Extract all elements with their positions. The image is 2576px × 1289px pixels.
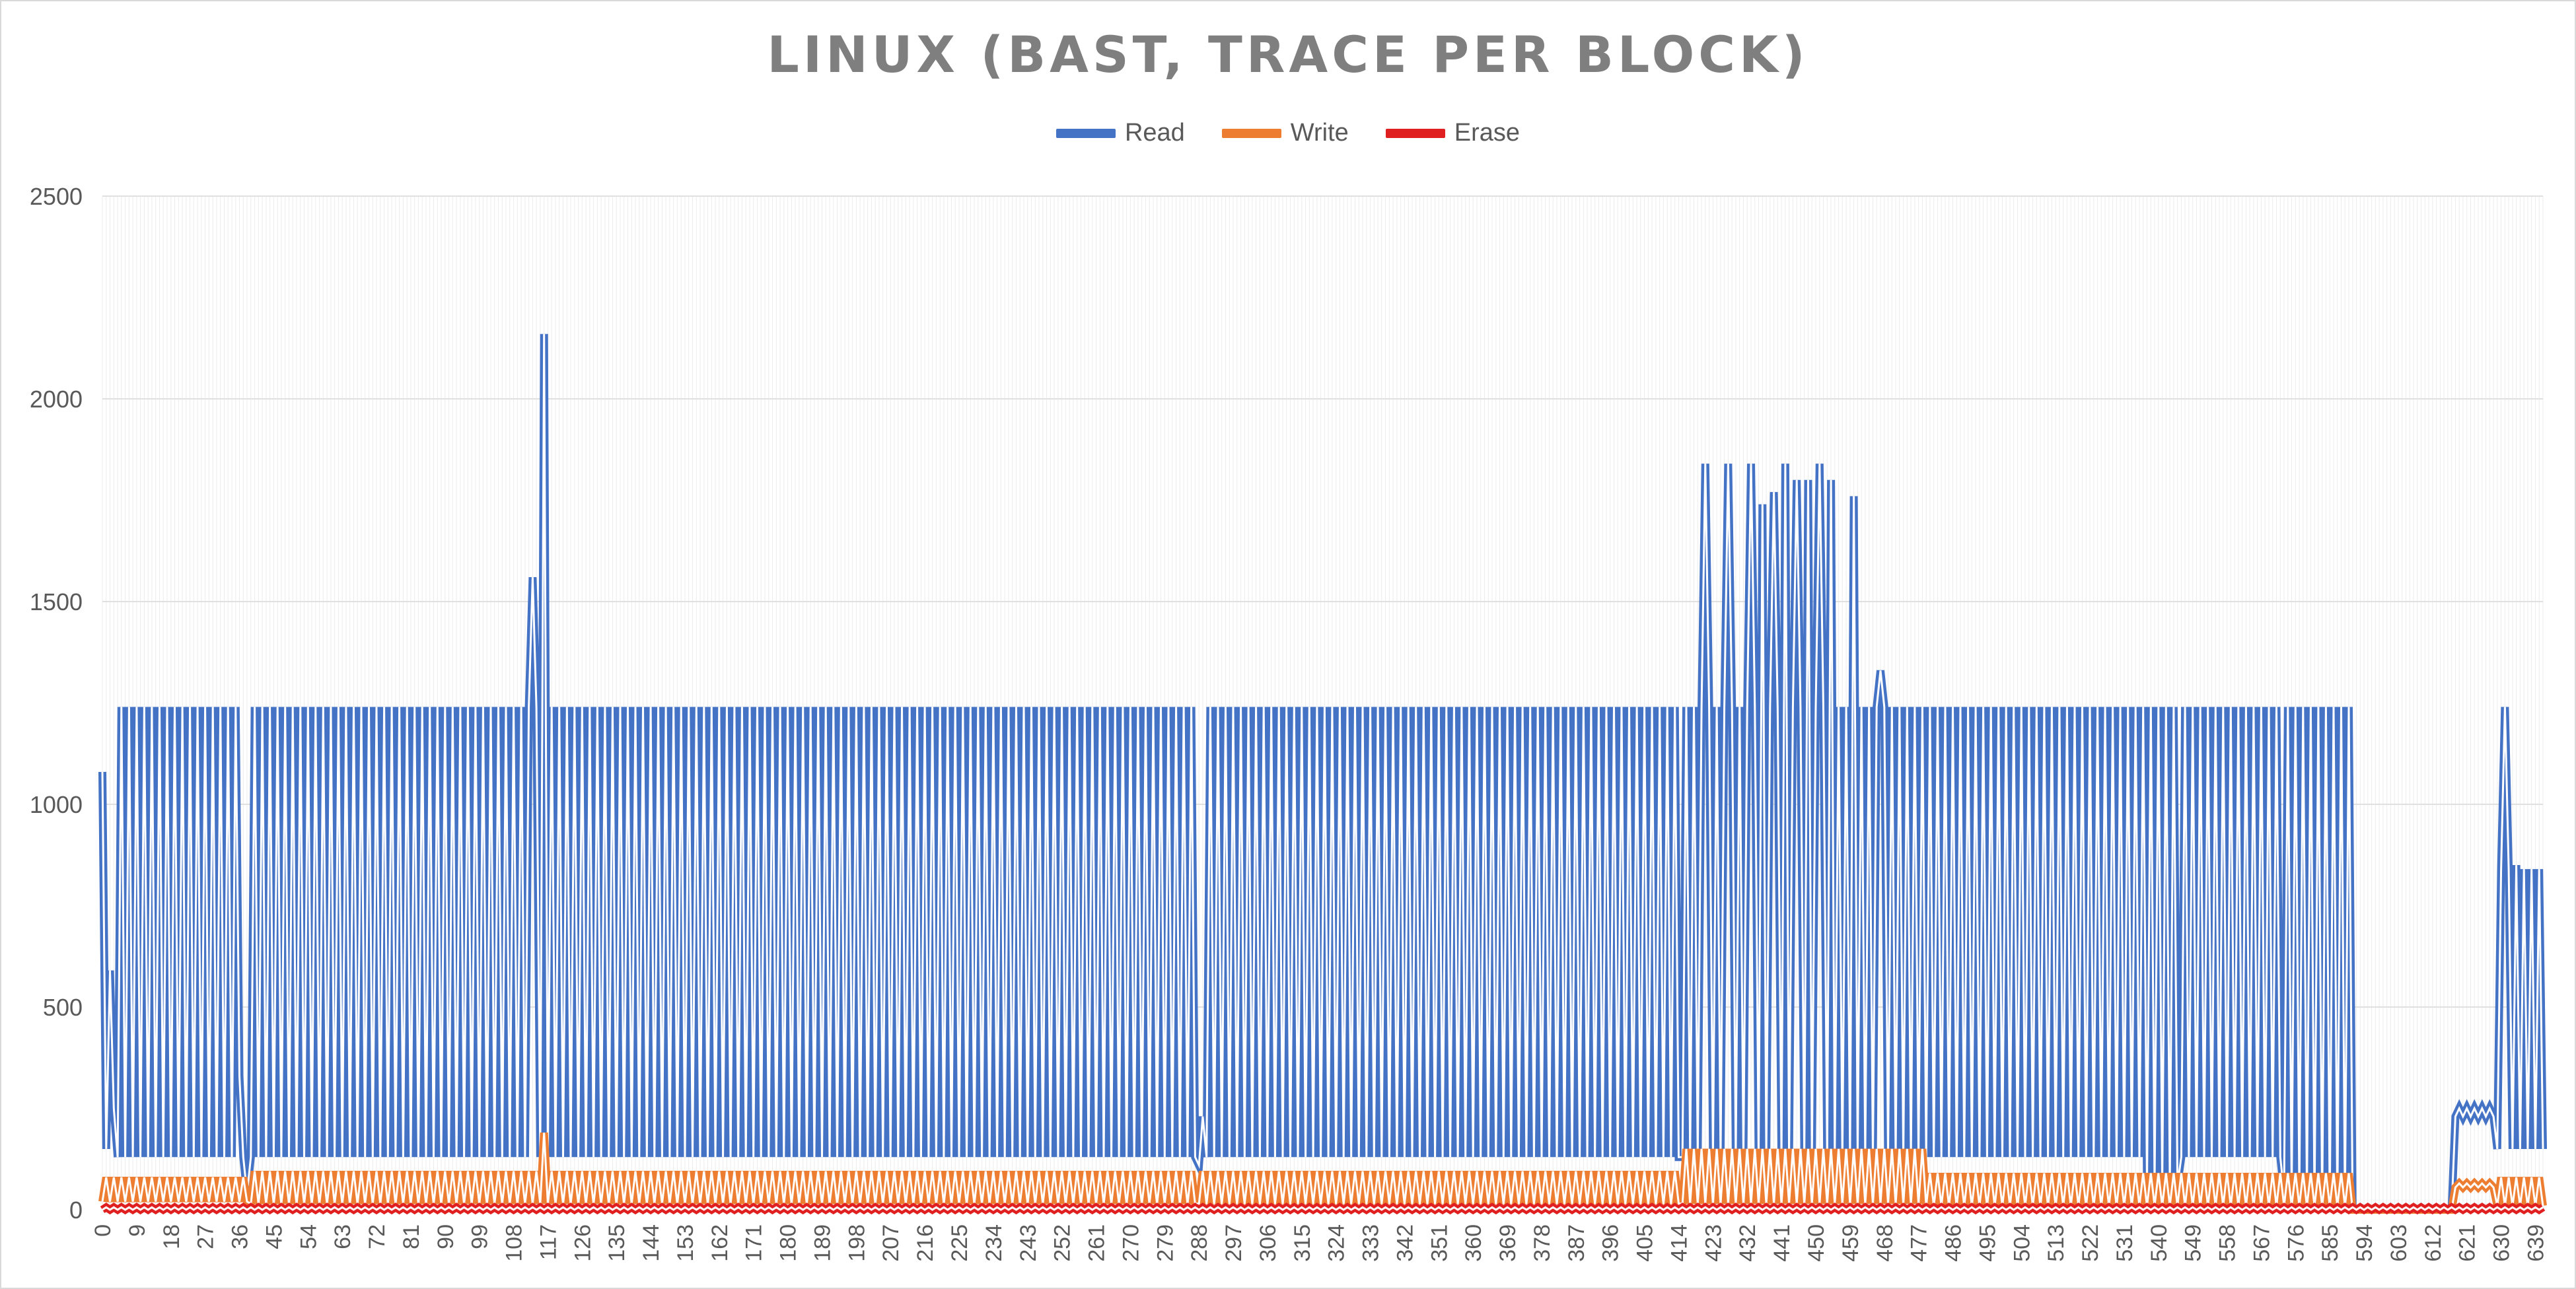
legend-swatch-read (1055, 128, 1116, 138)
x-tick-label-396: 396 (1598, 1224, 1624, 1262)
x-tick-label-198: 198 (844, 1224, 869, 1262)
legend-label-erase: Erase (1454, 119, 1521, 147)
x-tick-label-270: 270 (1118, 1224, 1143, 1262)
x-tick-label-81: 81 (399, 1224, 424, 1249)
x-tick-label-432: 432 (1735, 1224, 1760, 1262)
legend-item-erase: Erase (1385, 119, 1521, 147)
x-tick-label-549: 549 (2181, 1224, 2206, 1262)
x-tick-label-54: 54 (296, 1224, 321, 1249)
chart-title: LINUX (BAST, TRACE PER BLOCK) (767, 25, 1809, 84)
x-tick-label-234: 234 (982, 1224, 1007, 1262)
x-tick-label-477: 477 (1907, 1224, 1932, 1262)
x-tick-label-585: 585 (2318, 1224, 2343, 1262)
x-tick-label-189: 189 (810, 1224, 835, 1262)
y-tick-label-2500: 2500 (30, 183, 83, 210)
x-tick-label-90: 90 (433, 1224, 458, 1249)
x-tick-label-171: 171 (742, 1224, 767, 1262)
x-tick-label-576: 576 (2283, 1224, 2308, 1262)
x-tick-label-558: 558 (2215, 1224, 2240, 1262)
series-line-inner-read (101, 333, 2544, 1211)
y-tick-label-500: 500 (43, 994, 83, 1021)
x-tick-label-144: 144 (639, 1224, 664, 1262)
x-tick-label-459: 459 (1838, 1224, 1863, 1262)
x-tick-label-621: 621 (2455, 1224, 2480, 1262)
x-tick-label-306: 306 (1256, 1224, 1281, 1262)
x-tick-label-567: 567 (2249, 1224, 2274, 1262)
x-tick-label-225: 225 (947, 1224, 972, 1262)
x-tick-label-135: 135 (604, 1224, 629, 1262)
x-tick-label-603: 603 (2386, 1224, 2412, 1262)
x-tick-label-342: 342 (1392, 1224, 1417, 1262)
x-tick-label-36: 36 (228, 1224, 253, 1249)
legend-item-read: Read (1055, 119, 1185, 147)
x-tick-label-405: 405 (1633, 1224, 1658, 1262)
x-tick-label-315: 315 (1290, 1224, 1315, 1262)
x-tick-label-117: 117 (536, 1224, 561, 1260)
x-tick-label-153: 153 (673, 1224, 698, 1262)
x-tick-label-612: 612 (2421, 1224, 2446, 1262)
legend-swatch-write (1221, 128, 1281, 138)
series-line-inner-erase (102, 1206, 2544, 1211)
x-tick-label-486: 486 (1941, 1224, 1966, 1262)
x-tick-label-63: 63 (330, 1224, 355, 1249)
x-tick-label-450: 450 (1804, 1224, 1829, 1262)
legend-label-write: Write (1290, 119, 1349, 147)
x-tick-label-72: 72 (365, 1224, 390, 1249)
x-tick-label-216: 216 (913, 1224, 938, 1262)
x-tick-label-513: 513 (2044, 1224, 2069, 1262)
x-tick-label-378: 378 (1530, 1224, 1555, 1262)
y-tick-label-2000: 2000 (30, 386, 83, 413)
x-tick-label-333: 333 (1359, 1224, 1384, 1262)
x-tick-label-387: 387 (1564, 1224, 1589, 1262)
x-tick-label-99: 99 (468, 1224, 493, 1249)
x-tick-label-297: 297 (1221, 1224, 1246, 1262)
x-tick-label-324: 324 (1324, 1224, 1349, 1262)
x-tick-label-288: 288 (1187, 1224, 1212, 1262)
x-tick-label-126: 126 (570, 1224, 595, 1262)
x-tick-label-594: 594 (2352, 1224, 2377, 1262)
y-tick-label-0: 0 (69, 1197, 83, 1224)
x-tick-label-504: 504 (2009, 1224, 2034, 1262)
x-tick-label-279: 279 (1153, 1224, 1178, 1262)
x-tick-label-261: 261 (1085, 1224, 1110, 1262)
x-tick-label-18: 18 (159, 1224, 184, 1249)
x-tick-label-45: 45 (262, 1224, 287, 1249)
y-tick-label-1000: 1000 (30, 791, 83, 818)
x-tick-label-9: 9 (125, 1224, 150, 1237)
x-tick-label-414: 414 (1666, 1224, 1692, 1262)
x-tick-label-207: 207 (878, 1224, 904, 1262)
legend-label-read: Read (1124, 119, 1185, 147)
x-tick-label-468: 468 (1873, 1224, 1898, 1262)
x-tick-label-108: 108 (502, 1224, 527, 1262)
x-tick-label-360: 360 (1461, 1224, 1486, 1262)
x-tick-label-522: 522 (2078, 1224, 2103, 1262)
series-line-inner-write (101, 1132, 2544, 1211)
x-tick-label-180: 180 (776, 1224, 801, 1262)
x-tick-label-441: 441 (1770, 1224, 1795, 1262)
x-tick-label-369: 369 (1495, 1224, 1521, 1262)
x-tick-label-351: 351 (1427, 1224, 1452, 1262)
x-tick-label-27: 27 (194, 1224, 219, 1249)
x-tick-label-423: 423 (1701, 1224, 1726, 1262)
x-tick-label-252: 252 (1050, 1224, 1075, 1262)
x-tick-label-243: 243 (1016, 1224, 1041, 1262)
x-tick-label-630: 630 (2489, 1224, 2515, 1262)
x-tick-label-639: 639 (2523, 1224, 2548, 1262)
legend-swatch-erase (1385, 128, 1445, 138)
x-tick-label-495: 495 (1975, 1224, 2000, 1262)
x-tick-label-540: 540 (2147, 1224, 2172, 1262)
chart-legend: Read Write Erase (0, 119, 2576, 147)
y-tick-label-1500: 1500 (30, 588, 83, 615)
x-tick-label-0: 0 (90, 1224, 116, 1237)
x-tick-label-162: 162 (707, 1224, 733, 1262)
x-tick-label-531: 531 (2112, 1224, 2137, 1262)
legend-item-write: Write (1221, 119, 1349, 147)
